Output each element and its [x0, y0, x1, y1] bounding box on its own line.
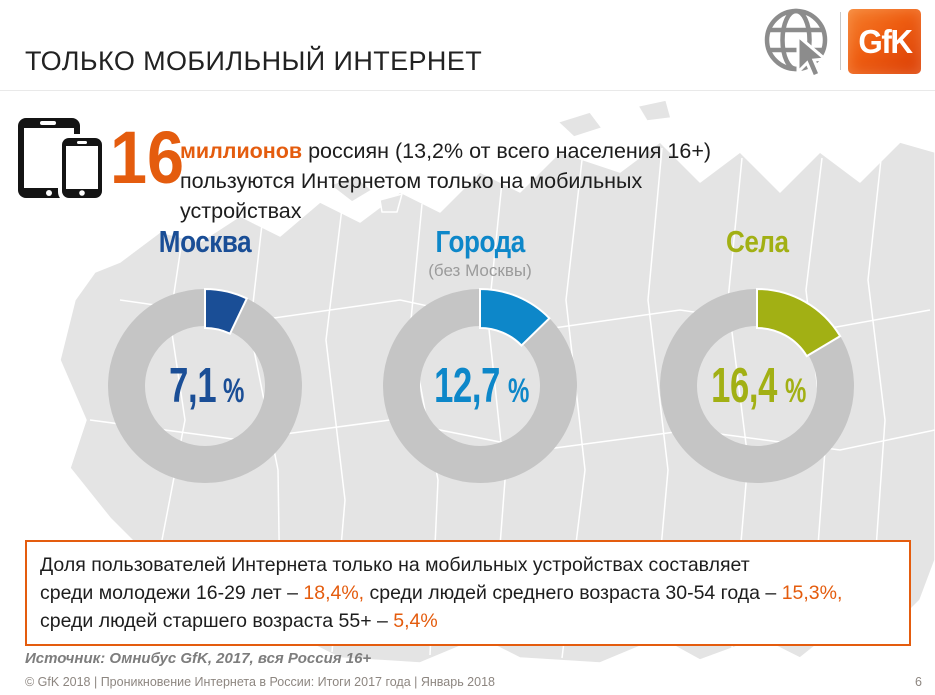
donut-value-moscow: 7,1%	[168, 359, 244, 413]
gfk-logo-text: GfK	[857, 22, 913, 60]
donut-value-villages: 16,4%	[711, 359, 807, 413]
gfk-logo: GfK	[848, 9, 921, 74]
headline-line2: пользуются Интернетом только на мобильны…	[180, 169, 643, 223]
page-number: 6	[915, 675, 922, 689]
donut-group-moscow: Москва 7,1%	[107, 224, 303, 484]
header-divider	[840, 12, 841, 70]
callout-line2-part: среди молодежи 16-29 лет –	[40, 582, 304, 604]
donut-sublabel-moscow	[107, 260, 303, 286]
page-title: ТОЛЬКО МОБИЛЬНЫЙ ИНТЕРНЕТ	[25, 46, 483, 76]
callout-value-55plus: 5,4%	[393, 610, 438, 632]
globe-cursor-icon	[764, 8, 829, 79]
big-number: 16	[110, 116, 185, 199]
callout-line2-part: среди людей среднего возраста 30-54 года…	[364, 582, 782, 604]
headline-text: миллионов россиян (13,2% от всего населе…	[180, 136, 740, 226]
age-breakdown-callout: Доля пользователей Интернета только на м…	[25, 540, 911, 646]
donut-chart-villages	[660, 287, 854, 483]
donut-value-cities: 12,7%	[434, 359, 530, 413]
callout-line3-part: среди людей старшего возраста 55+ –	[40, 610, 394, 632]
donut-sublabel-cities: (без Москвы)	[428, 261, 532, 280]
footer-copyright: © GfK 2018 | Проникновение Интернета в Р…	[25, 675, 495, 689]
tablet-smartphone-icon	[18, 118, 106, 202]
donut-label-cities: Города	[435, 224, 525, 259]
donut-chart-cities	[383, 287, 577, 483]
donut-group-cities: Города (без Москвы) 12,7%	[382, 224, 578, 484]
donut-label-moscow: Москва	[158, 224, 252, 259]
headline-bold-word: миллионов	[180, 139, 303, 163]
callout-value-30-54: 15,3%,	[781, 582, 843, 604]
donut-chart-moscow	[108, 287, 302, 483]
callout-value-16-29: 18,4%,	[303, 582, 365, 604]
donut-group-villages: Села 16,4%	[659, 224, 855, 484]
headline-line1-rest: россиян (13,2% от всего населения 16+)	[302, 139, 712, 163]
callout-line1: Доля пользователей Интернета только на м…	[40, 554, 750, 576]
donut-label-villages: Села	[725, 224, 789, 259]
title-underline-rule	[0, 90, 935, 91]
donut-sublabel-villages	[659, 260, 855, 286]
source-line: Источник: Омнибус GfK, 2017, вся Россия …	[25, 650, 372, 667]
